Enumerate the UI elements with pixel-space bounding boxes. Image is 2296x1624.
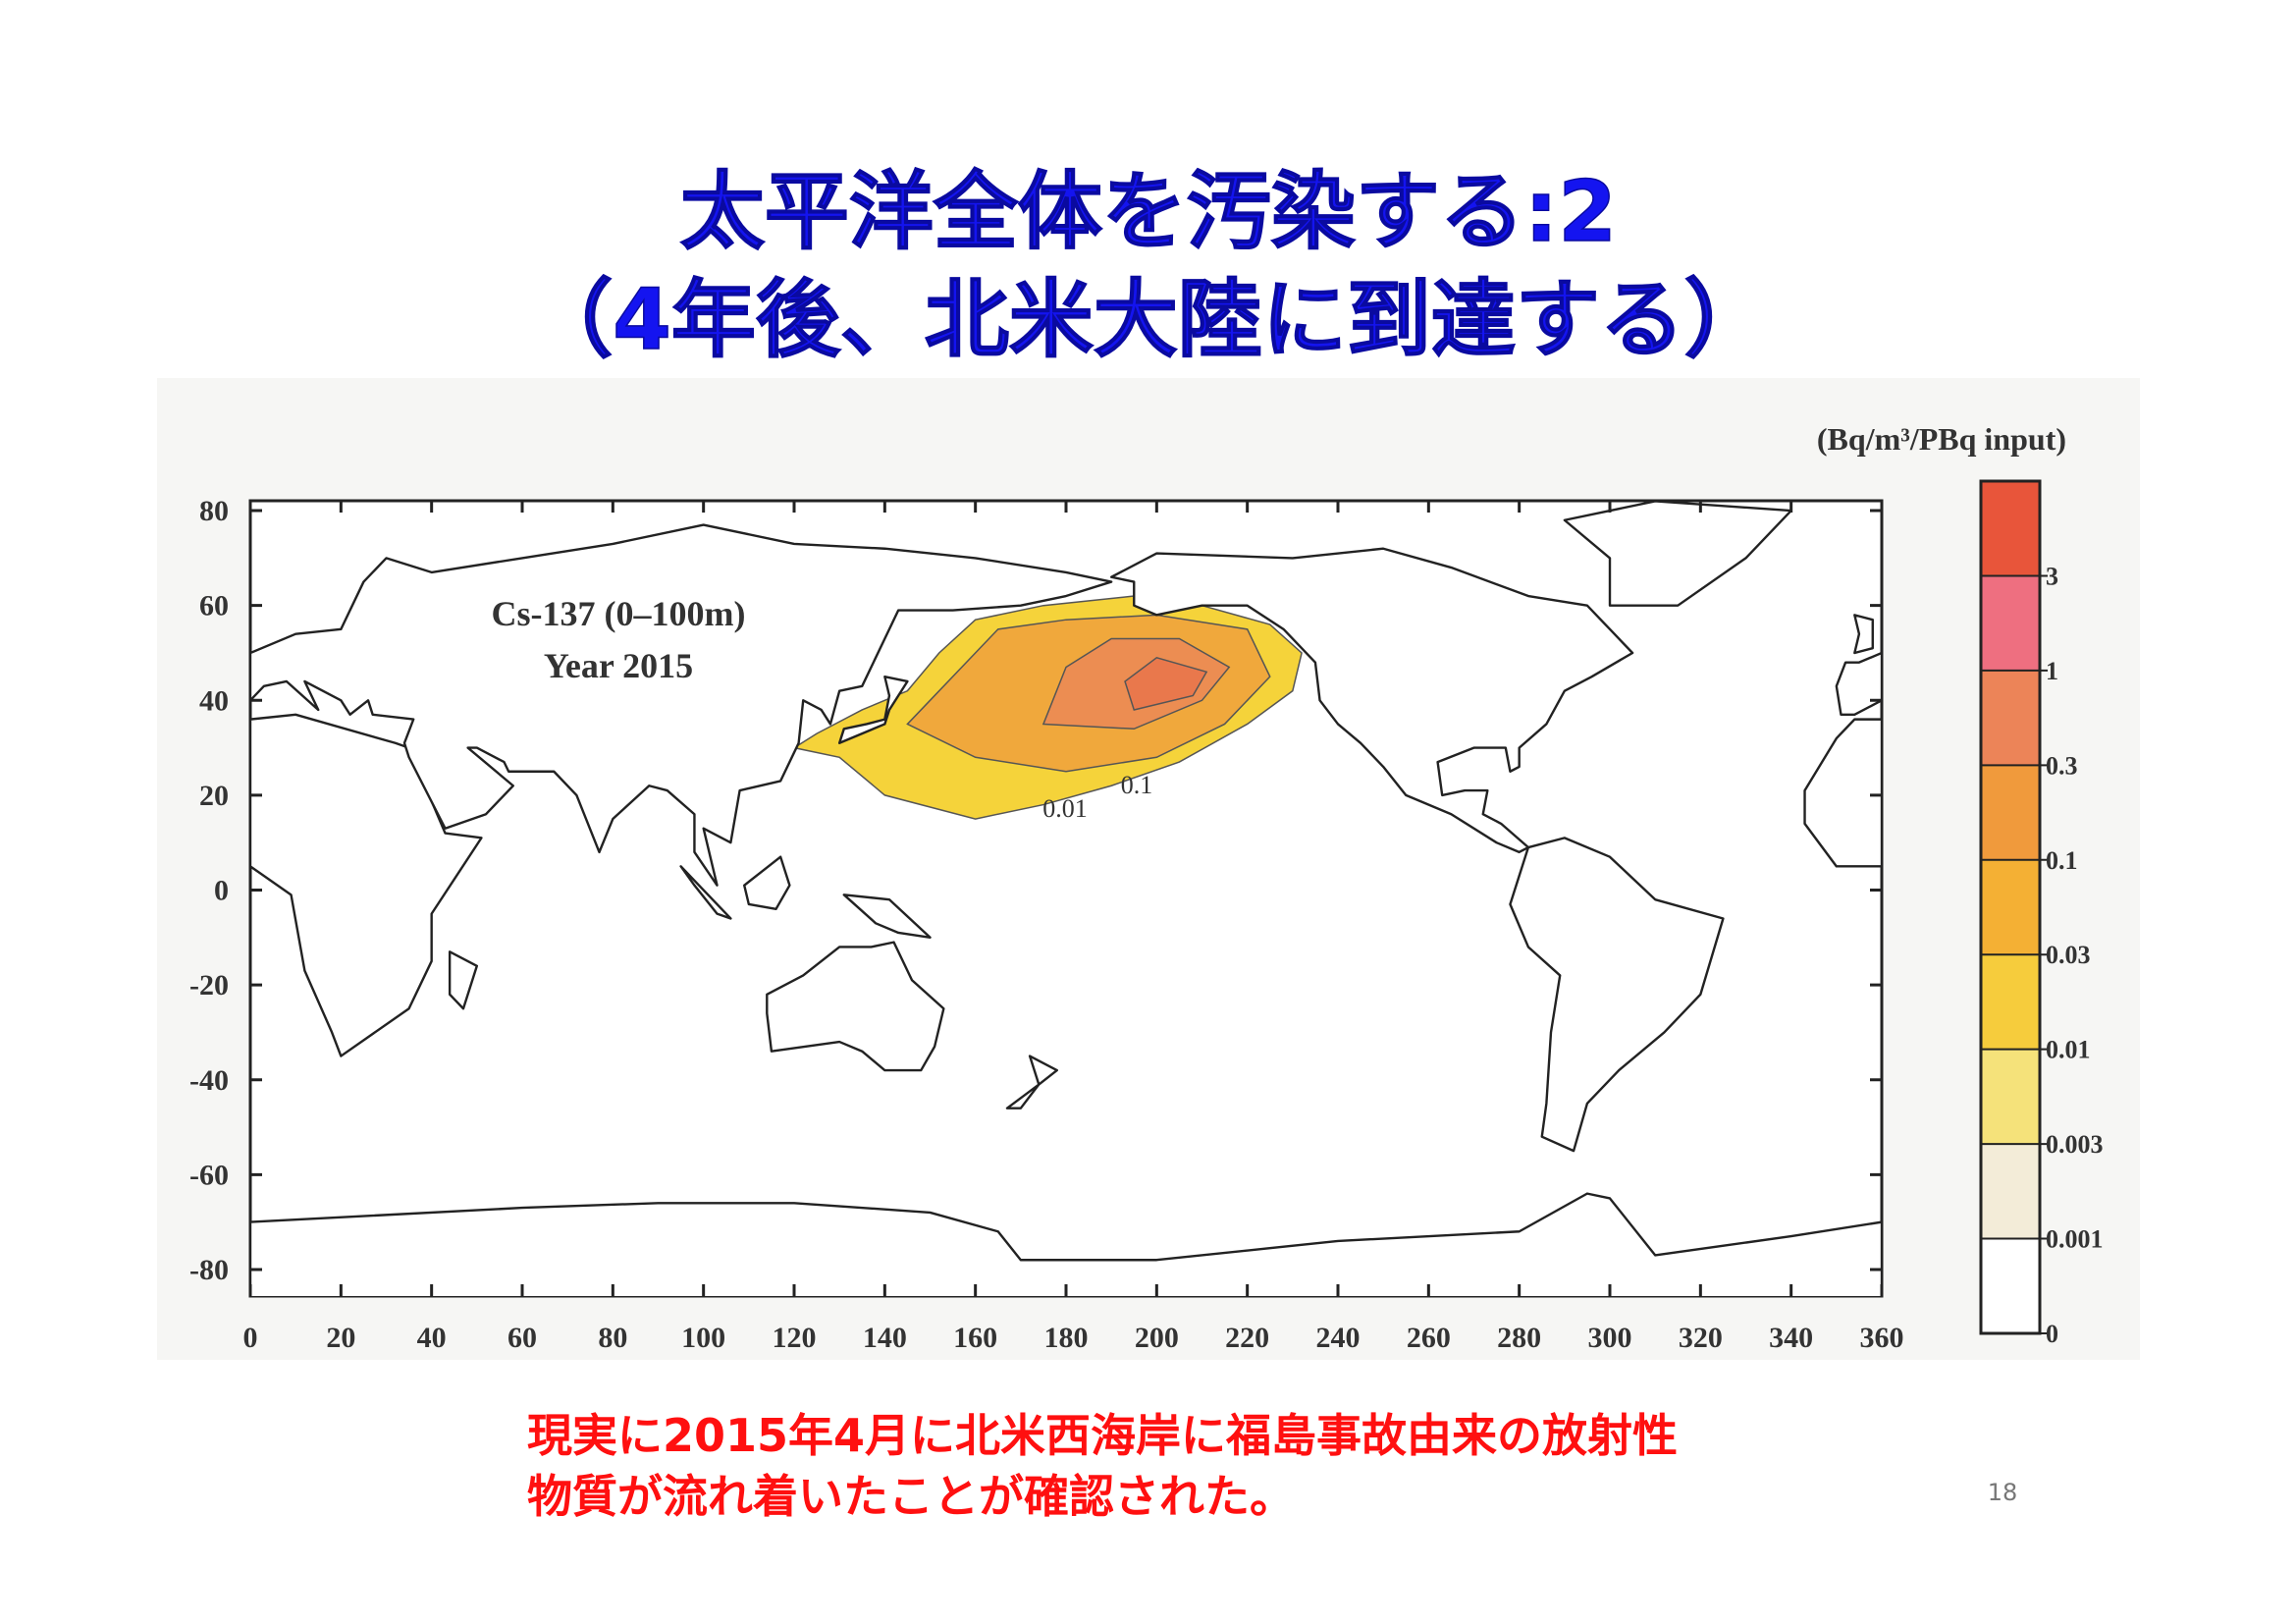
colorbar-band (1981, 575, 2040, 671)
contamination-core (1125, 658, 1206, 710)
y-tick-label: -80 (189, 1254, 229, 1286)
x-tick-label: 240 (1316, 1322, 1361, 1354)
x-tick-label: 60 (507, 1322, 537, 1354)
islands (450, 615, 1873, 1108)
x-tick-label: 160 (953, 1322, 997, 1354)
caption-line: 現実に2015年4月に北米西海岸に福島事故由来の放射性 (527, 1409, 1678, 1462)
x-tick-label: 180 (1044, 1322, 1089, 1354)
x-tick-label: 80 (598, 1322, 627, 1354)
map-geography (250, 501, 1882, 1296)
colorbar-band (1981, 1238, 2040, 1333)
x-tick-label: 200 (1135, 1322, 1179, 1354)
africa (250, 715, 1882, 1056)
contour-label: 0.01 (1042, 794, 1088, 823)
greenland (1565, 501, 1791, 605)
australia (767, 943, 943, 1070)
colorbar-band (1981, 1144, 2040, 1239)
south-america (1510, 838, 1723, 1151)
x-tick-label: 340 (1769, 1322, 1813, 1354)
colorbar-label: 0.03 (2046, 941, 2091, 969)
x-tick-label: 260 (1407, 1322, 1451, 1354)
colorbar-band (1981, 954, 2040, 1050)
y-tick-label: 80 (199, 495, 229, 527)
colorbar-label: 0.001 (2046, 1225, 2104, 1254)
contour-label: 0.1 (1121, 771, 1153, 799)
y-tick-label: 20 (199, 780, 229, 812)
map-annotation: Year 2015 (544, 646, 693, 685)
map-annotation: Cs-137 (0–100m) (492, 594, 746, 633)
colorbar-label: 0.01 (2046, 1036, 2091, 1064)
colorbar-band (1981, 765, 2040, 860)
x-tick-label: 120 (773, 1322, 817, 1354)
map (250, 501, 1882, 1296)
colorbar-band (1981, 859, 2040, 955)
x-tick-label: 100 (681, 1322, 725, 1354)
x-tick-label: 280 (1497, 1322, 1541, 1354)
colorbar-label: 1 (2046, 657, 2058, 685)
x-tick-label: 220 (1225, 1322, 1269, 1354)
colorbar: 3 1 0.3 0.1 0.03 0.01 0.003 0.001 0 (1979, 479, 2104, 1348)
x-tick-label: 40 (417, 1322, 447, 1354)
colorbar-label: 0.003 (2046, 1130, 2104, 1159)
eurasia (250, 525, 1882, 886)
colorbar-band (1981, 670, 2040, 766)
colorbar-label: 0.1 (2046, 846, 2078, 875)
x-tick-label: 20 (326, 1322, 355, 1354)
antarctica (250, 1194, 1882, 1296)
colorbar-label: 3 (2046, 562, 2058, 590)
title-line: （4年後、北米大陸に到達する） (528, 271, 1769, 369)
colorbar-label: 0.3 (2046, 751, 2078, 780)
y-tick-label: -60 (189, 1159, 229, 1191)
colorbar-unit: (Bq/m³/PBq input) (1817, 421, 2066, 457)
colorbar-label: 0 (2046, 1320, 2058, 1348)
y-tick-label: 60 (199, 590, 229, 623)
north-america (1111, 549, 1632, 852)
y-tick-label: -20 (189, 969, 229, 1001)
colorbar-band (1981, 481, 2040, 576)
x-tick-label: 140 (863, 1322, 907, 1354)
y-tick-label: 40 (199, 684, 229, 717)
colorbar-band (1981, 1049, 2040, 1145)
x-tick-label: 320 (1679, 1322, 1723, 1354)
x-tick-label: 360 (1860, 1322, 1904, 1354)
page-number: 18 (1988, 1479, 2018, 1506)
x-tick-label: 300 (1588, 1322, 1632, 1354)
title-line: 太平洋全体を汚染する:2 (680, 163, 1617, 261)
caption-line: 物質が流れ着いたことが確認された。 (527, 1470, 1295, 1523)
x-tick-label: 0 (243, 1322, 258, 1354)
y-tick-label: 0 (214, 875, 229, 907)
y-tick-label: -40 (189, 1064, 229, 1097)
